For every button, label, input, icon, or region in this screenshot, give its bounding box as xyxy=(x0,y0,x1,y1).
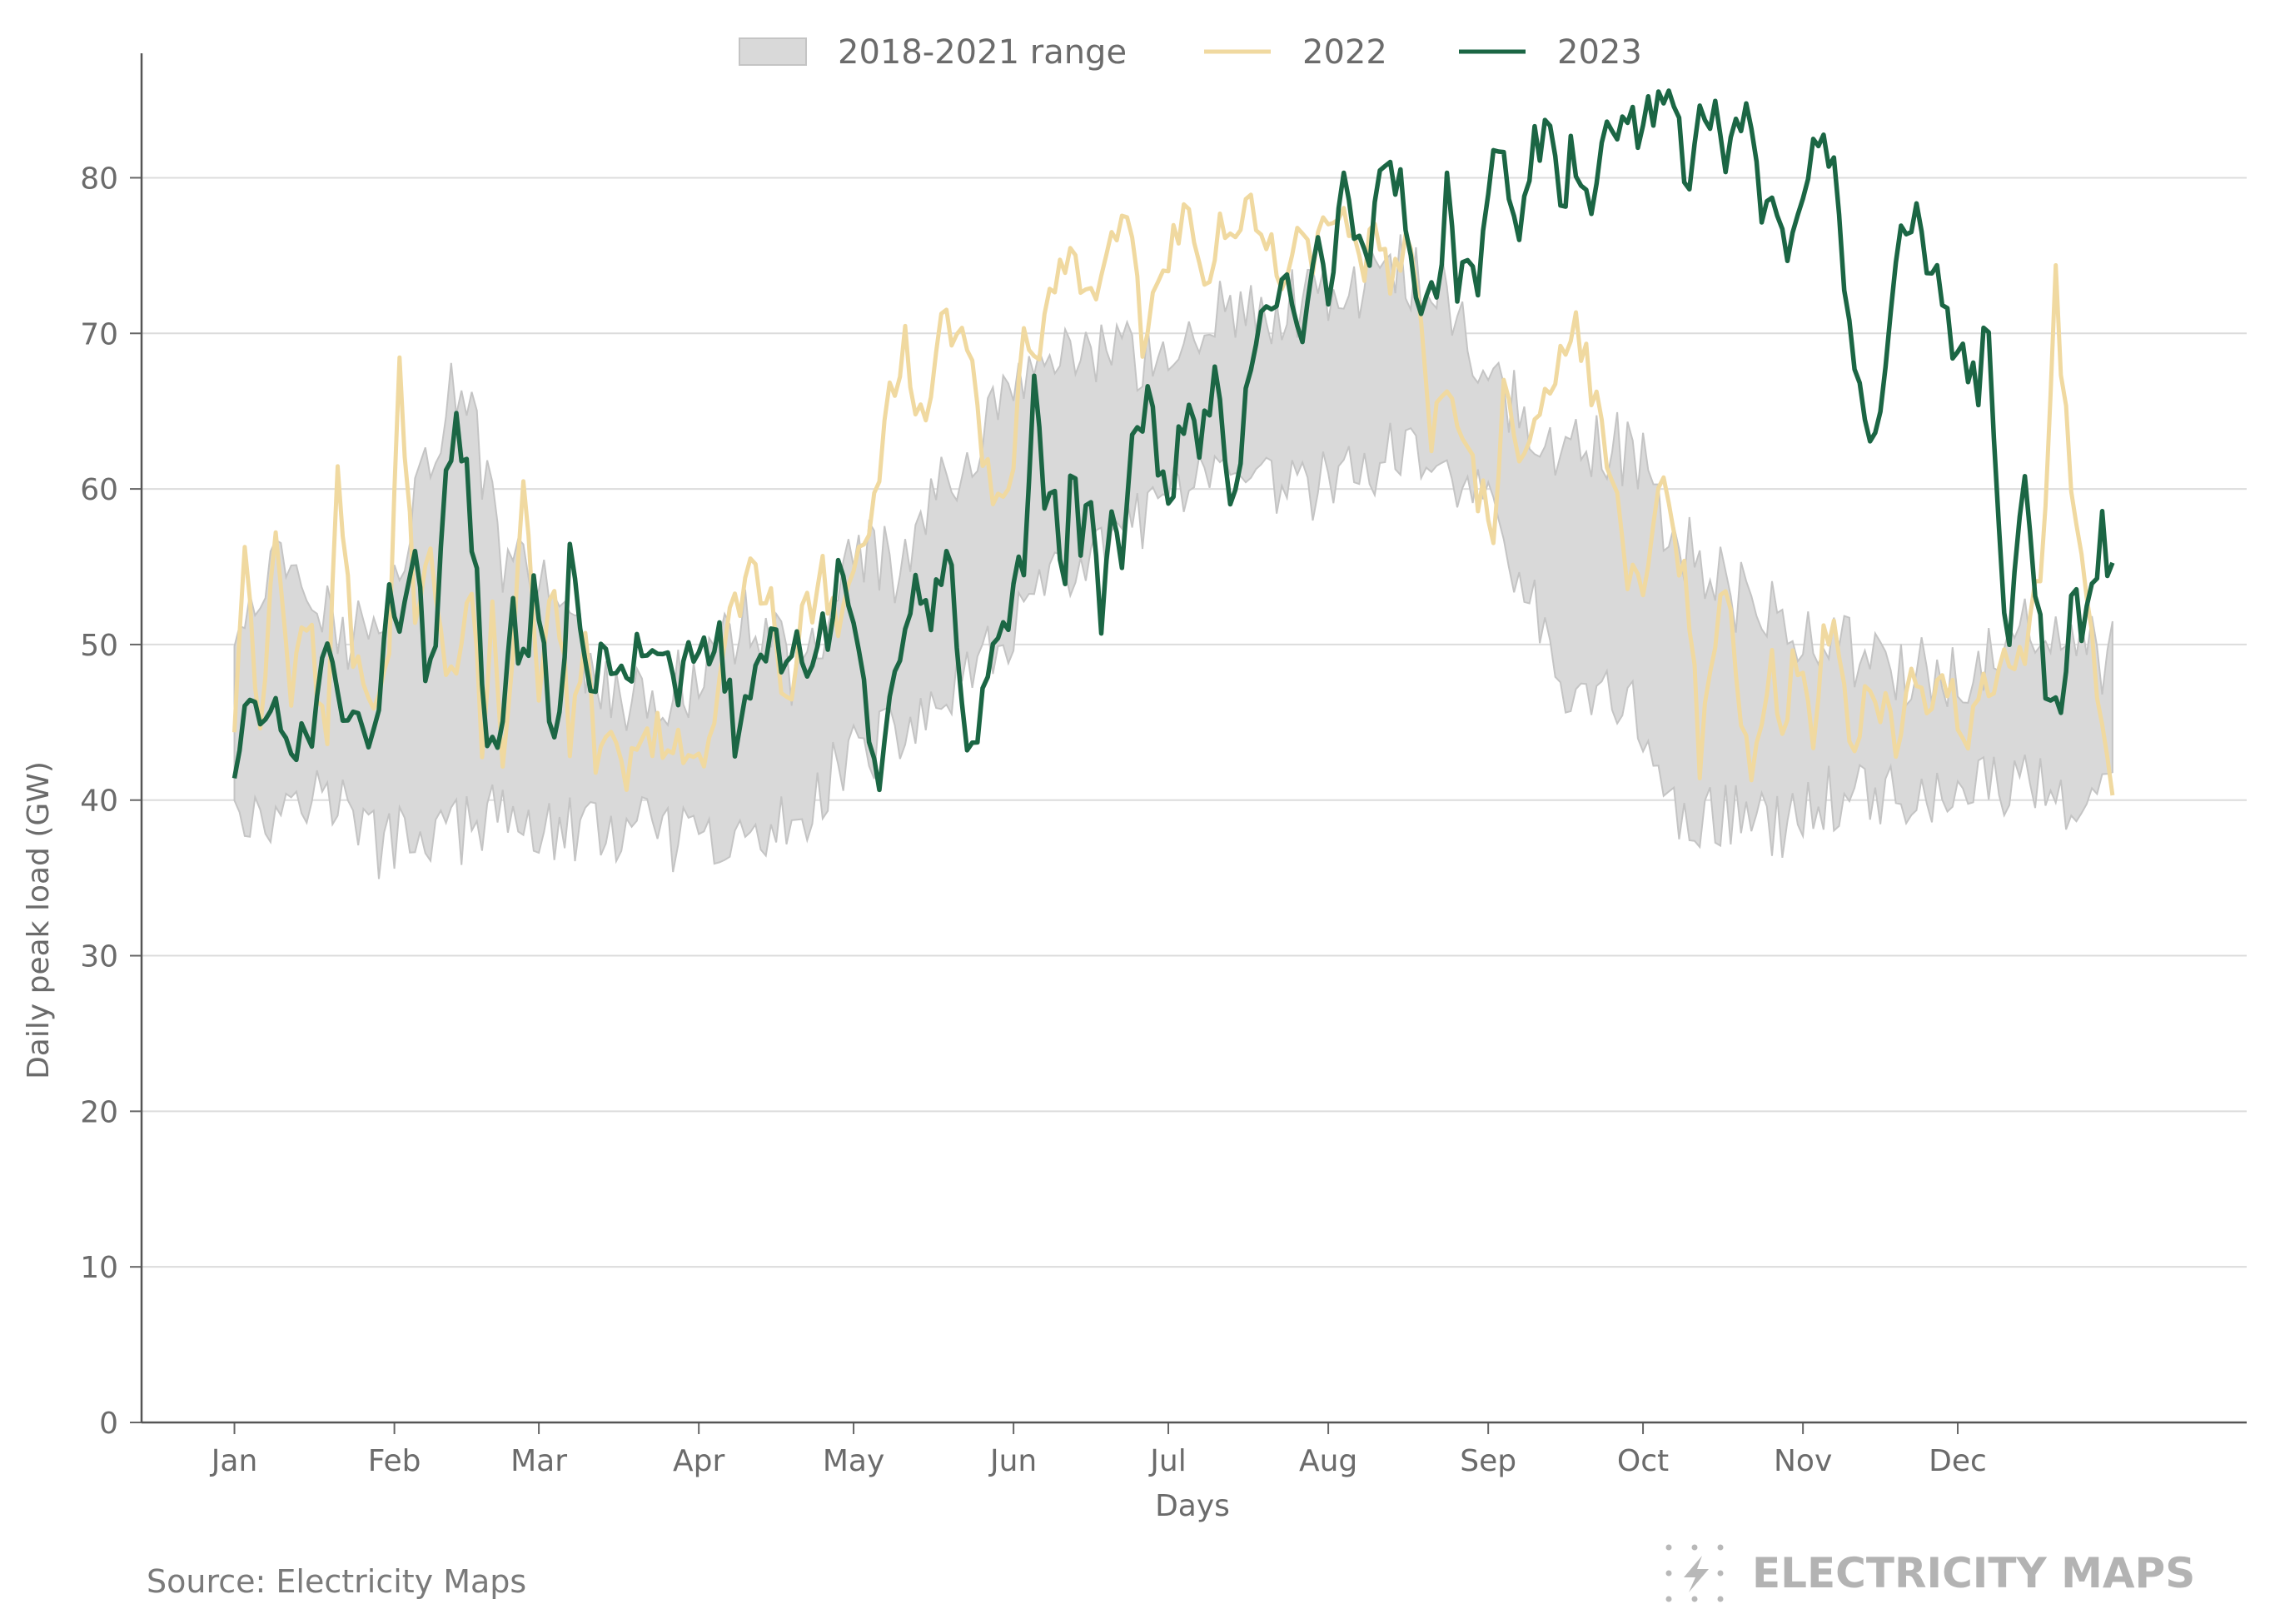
x-tick-label: Sep xyxy=(1460,1444,1516,1478)
x-tick-label: Jan xyxy=(210,1444,258,1478)
series-line-layer xyxy=(231,88,2115,796)
series-line-2023 xyxy=(231,88,2115,793)
legend: 2018-2021 range 2022 2023 xyxy=(739,33,1642,72)
brand-wordmark: ELECTRICITY MAPS xyxy=(1752,1549,2195,1597)
x-tick-label: Jun xyxy=(988,1444,1037,1478)
y-tick-label: 50 xyxy=(80,629,118,663)
y-tick-label: 70 xyxy=(80,317,118,351)
y-tick-label: 10 xyxy=(80,1251,118,1285)
y-tick-label: 80 xyxy=(80,162,118,196)
y-tick-label: 20 xyxy=(80,1095,118,1129)
x-tick-label: Apr xyxy=(673,1444,724,1478)
range-band xyxy=(233,234,2113,879)
lightning-dots-icon xyxy=(1665,1544,1724,1602)
x-axis-label: Days xyxy=(1155,1489,1230,1523)
gridlines xyxy=(142,177,2247,1268)
x-tick-label: Aug xyxy=(1299,1444,1357,1478)
y-tick-label: 0 xyxy=(99,1407,118,1441)
x-tick-label: Mar xyxy=(510,1444,567,1478)
axes xyxy=(130,53,2247,1434)
range-band-layer xyxy=(233,234,2113,879)
x-tick-label: May xyxy=(823,1444,884,1478)
y-tick-label: 30 xyxy=(80,940,118,974)
x-tick-label: Nov xyxy=(1774,1444,1832,1478)
series-line-2022 xyxy=(232,192,2115,796)
source-note: Source: Electricity Maps xyxy=(147,1563,526,1600)
legend-label: 2022 xyxy=(1302,33,1387,72)
tick-labels: 0 10 20 30 40 50 60 70 80 Jan Feb Mar Apr May Jun Jul Au… xyxy=(80,162,1987,1478)
y-tick-label: 60 xyxy=(80,473,118,507)
x-tick-label: Feb xyxy=(368,1444,421,1478)
y-axis-label: Daily peak load (GW) xyxy=(22,761,56,1079)
x-tick-label: Dec xyxy=(1929,1444,1987,1478)
brand-logo: ELECTRICITY MAPS xyxy=(1665,1544,2195,1602)
y-tick-label: 40 xyxy=(80,785,118,819)
legend-label: 2023 xyxy=(1557,33,1642,72)
x-tick-label: Jul xyxy=(1148,1444,1186,1478)
legend-label: 2018-2021 range xyxy=(838,33,1127,72)
x-tick-label: Oct xyxy=(1617,1444,1669,1478)
legend-swatch-range xyxy=(739,37,807,66)
